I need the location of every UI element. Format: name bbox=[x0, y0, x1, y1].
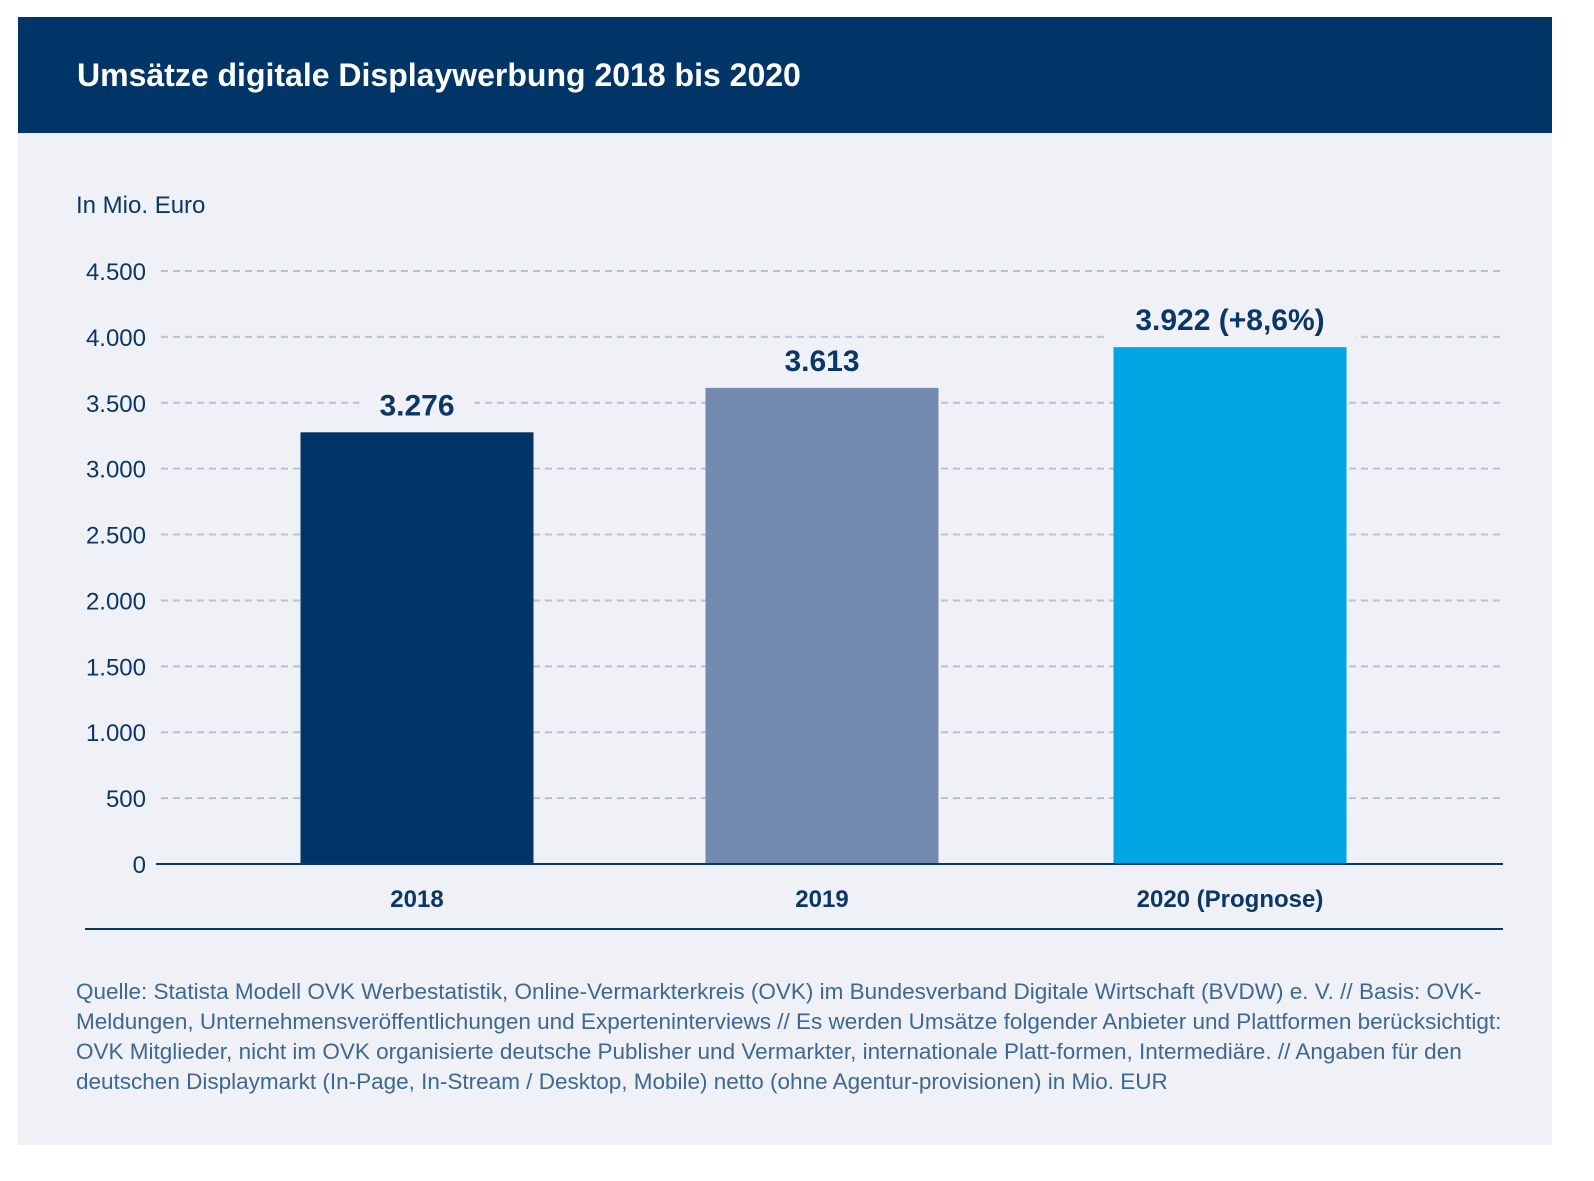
y-tick-label: 4.000 bbox=[86, 325, 146, 352]
data-label-background bbox=[1104, 297, 1356, 340]
x-tick-label: 2020 (Prognose) bbox=[1137, 886, 1324, 913]
y-tick-label: 500 bbox=[106, 786, 146, 813]
bar-2019 bbox=[705, 387, 939, 864]
y-tick-label: 3.500 bbox=[86, 391, 146, 418]
data-label: 3.276 bbox=[379, 389, 454, 422]
y-tick-label: 3.000 bbox=[86, 457, 146, 484]
bar-chart: 0 500 1.000 1.500 2.000 2.500 3.000 3.500 4.000 4… bbox=[85, 259, 1503, 930]
y-tick-label: 4.500 bbox=[86, 259, 146, 286]
y-tick-label: 1.000 bbox=[86, 720, 146, 747]
chart-title: Umsätze digitale Displaywerbung 2018 bis… bbox=[77, 57, 801, 93]
source-note: Quelle: Statista Modell OVK Werbestatist… bbox=[76, 979, 1502, 1094]
bar-2020 (Prognose) bbox=[1113, 347, 1347, 864]
y-axis-label: In Mio. Euro bbox=[76, 192, 206, 219]
data-label-background bbox=[359, 382, 475, 425]
data-label: 3.922 (+8,6%) bbox=[1135, 304, 1324, 337]
x-tick-label: 2018 bbox=[390, 886, 443, 913]
chart-panel: Umsätze digitale Displaywerbung 2018 bis… bbox=[18, 17, 1552, 1145]
y-tick-label: 0 bbox=[133, 852, 146, 879]
y-tick-label: 1.500 bbox=[86, 654, 146, 681]
bar-2018 bbox=[300, 432, 534, 864]
data-label-background bbox=[764, 337, 880, 380]
data-label: 3.613 bbox=[784, 345, 859, 378]
header-band: Umsätze digitale Displaywerbung 2018 bis… bbox=[18, 17, 1552, 133]
y-tick-label: 2.500 bbox=[86, 523, 146, 550]
y-tick-label: 2.000 bbox=[86, 588, 146, 615]
x-tick-label: 2019 bbox=[795, 886, 848, 913]
